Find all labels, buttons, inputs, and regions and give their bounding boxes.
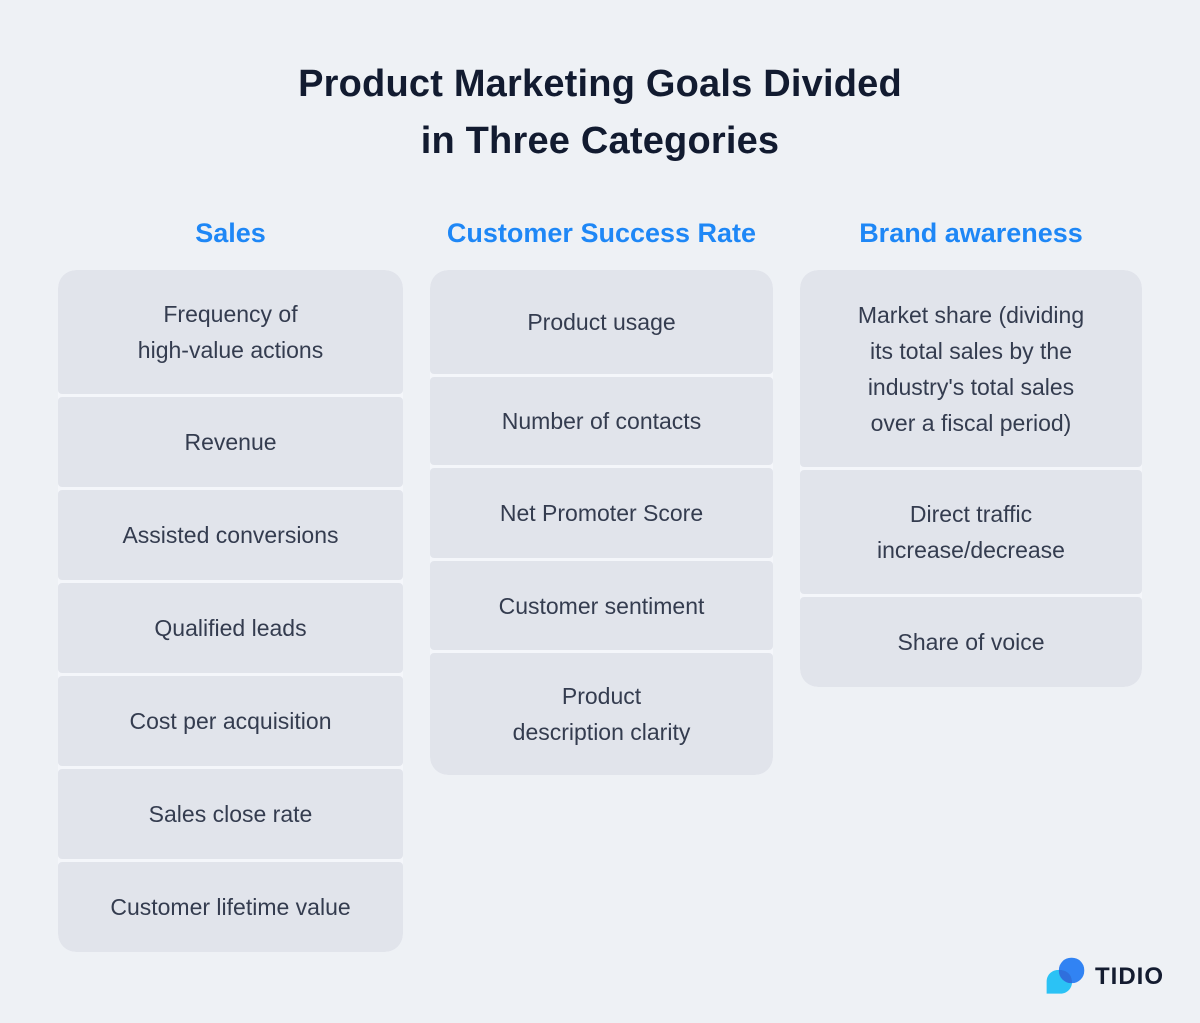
cell-line: Customer lifetime value: [110, 894, 351, 920]
page-title-line1: Product Marketing Goals Divided: [298, 63, 902, 105]
column-sales: Sales Frequency of high-value actions Re…: [58, 213, 403, 952]
cell-line: Product usage: [527, 309, 676, 335]
list-item: Direct traffic increase/decrease: [800, 470, 1142, 594]
cell-line: its total sales by the: [870, 337, 1072, 364]
list-item: Frequency of high-value actions: [58, 270, 403, 394]
list-item: Number of contacts: [430, 377, 773, 465]
cell-line: Product: [561, 683, 642, 709]
cell-line: Customer sentiment: [498, 592, 705, 619]
cell-line: increase/decrease: [877, 537, 1065, 563]
column-header-customer-success-rate: Customer Success Rate: [446, 218, 757, 248]
cell-line: high-value actions: [137, 337, 324, 363]
cell-line: over a fiscal period): [870, 409, 1072, 436]
list-item: Product description clarity: [430, 653, 773, 775]
cell-line: description clarity: [512, 719, 691, 745]
tidio-logo: TIDIO: [1044, 956, 1164, 998]
list-item: Market share (dividing its total sales b…: [800, 270, 1142, 467]
cell-line: Sales close rate: [148, 801, 313, 827]
list-item: Customer sentiment: [430, 561, 773, 650]
column-brand-awareness: Brand awareness Market share (dividing i…: [800, 213, 1142, 687]
page-title-line2: in Three Categories: [420, 120, 780, 162]
cell-line: Assisted conversions: [122, 522, 339, 548]
column-brand-awareness-rows: Market share (dividing its total sales b…: [800, 270, 1142, 687]
list-item: Assisted conversions: [58, 490, 403, 580]
list-item: Product usage: [430, 270, 773, 374]
cell-line: Qualified leads: [154, 615, 307, 641]
column-customer-success-rate: Customer Success Rate Product usage Numb…: [430, 213, 773, 775]
cell-line: Number of contacts: [501, 408, 702, 434]
list-item: Customer lifetime value: [58, 862, 403, 952]
list-item: Share of voice: [800, 597, 1142, 687]
cell-line: Market share (dividing: [857, 301, 1085, 328]
list-item: Cost per acquisition: [58, 676, 403, 766]
cell-line: Cost per acquisition: [129, 708, 332, 734]
column-customer-success-rows: Product usage Number of contacts Net Pro…: [430, 270, 773, 775]
list-item: Sales close rate: [58, 769, 403, 859]
column-header-sales: Sales: [195, 218, 266, 248]
list-item: Qualified leads: [58, 583, 403, 673]
tidio-logo-text: TIDIO: [1095, 963, 1164, 990]
column-header-brand-awareness: Brand awareness: [859, 218, 1083, 248]
cell-line: industry's total sales: [867, 373, 1075, 400]
cell-line: Revenue: [184, 429, 277, 455]
cell-line: Frequency of: [163, 301, 298, 327]
cell-line: Share of voice: [897, 629, 1045, 655]
cell-line: Direct traffic: [909, 501, 1033, 527]
list-item: Revenue: [58, 397, 403, 487]
column-sales-rows: Frequency of high-value actions Revenue …: [58, 270, 403, 952]
list-item: Net Promoter Score: [430, 468, 773, 558]
page-title: Product Marketing Goals Divided in Three…: [0, 56, 1200, 170]
cell-line: Net Promoter Score: [499, 500, 704, 526]
tidio-bubbles-icon: [1046, 957, 1085, 994]
